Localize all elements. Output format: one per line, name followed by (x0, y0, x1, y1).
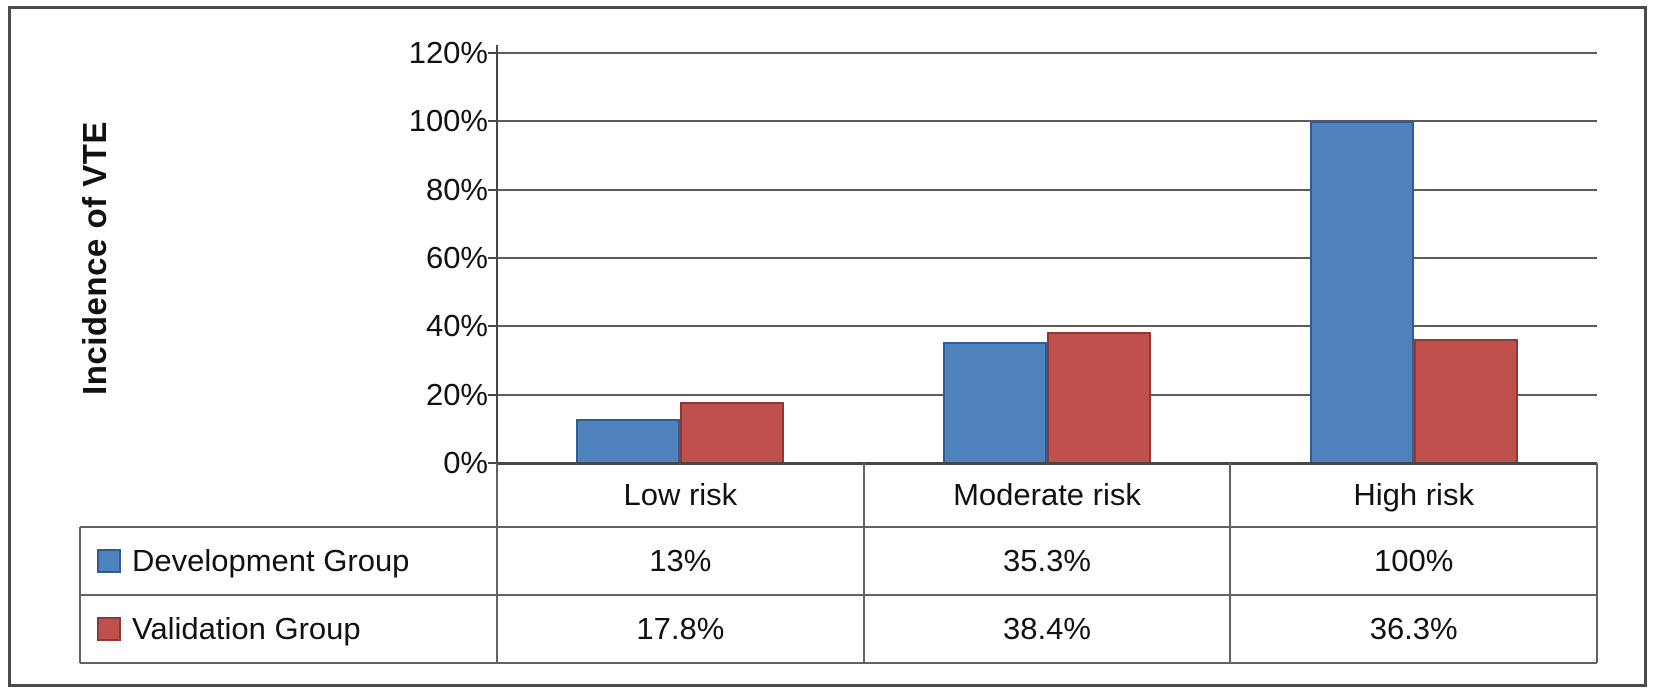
table-value-cell: 100% (1374, 543, 1454, 578)
table-horizontal-line (80, 526, 1597, 528)
legend-label: Validation Group (132, 611, 361, 646)
table-vertical-line (496, 463, 498, 663)
gridline (497, 188, 1597, 191)
table-horizontal-line (80, 662, 1597, 664)
table-value-cell: 36.3% (1369, 611, 1458, 646)
category-header-moderate-risk: Moderate risk (953, 477, 1141, 512)
y-tick-label: 80% (425, 171, 488, 207)
category-header-high-risk: High risk (1353, 477, 1474, 512)
table-vertical-line (1229, 463, 1232, 663)
bar-validation-group-moderate-risk (1047, 331, 1151, 463)
table-vertical-line (862, 463, 865, 663)
y-tick-label: 20% (425, 376, 488, 412)
gridline (497, 257, 1597, 259)
y-tick-mark (488, 188, 497, 191)
legend-item-validation-group: Validation Group (80, 595, 497, 663)
category-header-low-risk: Low risk (623, 477, 738, 512)
y-tick-mark (488, 52, 497, 54)
table-value-cell: 38.4% (1003, 611, 1091, 646)
y-axis-title-text: Incidence of VTE (76, 121, 114, 395)
axis-baseline (497, 462, 1597, 465)
y-tick-mark (488, 325, 497, 328)
table-value-cell: 13% (649, 543, 712, 578)
table-value-cell: 17.8% (636, 611, 725, 646)
gridline (497, 52, 1597, 54)
table-vertical-line (1596, 463, 1598, 663)
y-tick-mark (488, 257, 497, 259)
y-tick-label: 60% (425, 240, 488, 275)
legend-swatch-development-group (97, 549, 121, 573)
legend-label: Development Group (132, 543, 410, 578)
table-horizontal-line (80, 594, 1597, 596)
y-tick-label: 120% (408, 35, 488, 70)
bar-development-group-high-risk (1309, 121, 1414, 463)
bar-development-group-moderate-risk (943, 342, 1047, 463)
y-axis-title: Incidence of VTE (28, 53, 162, 463)
y-tick-label: 100% (408, 103, 488, 139)
y-tick-label: 0% (443, 445, 488, 480)
table-vertical-line (79, 527, 81, 663)
gridline (497, 325, 1597, 328)
legend-item-development-group: Development Group (80, 527, 497, 595)
y-tick-label: 40% (425, 308, 488, 344)
y-axis-line (496, 45, 498, 463)
gridline (497, 120, 1597, 123)
table-value-cell: 35.3% (1003, 543, 1091, 578)
bar-validation-group-high-risk (1413, 338, 1518, 463)
bar-development-group-low-risk (576, 418, 681, 463)
y-tick-mark (488, 120, 497, 123)
y-tick-mark (488, 393, 497, 396)
legend-swatch-validation-group (97, 617, 121, 641)
y-tick-mark (488, 462, 497, 464)
bar-validation-group-low-risk (680, 402, 785, 463)
